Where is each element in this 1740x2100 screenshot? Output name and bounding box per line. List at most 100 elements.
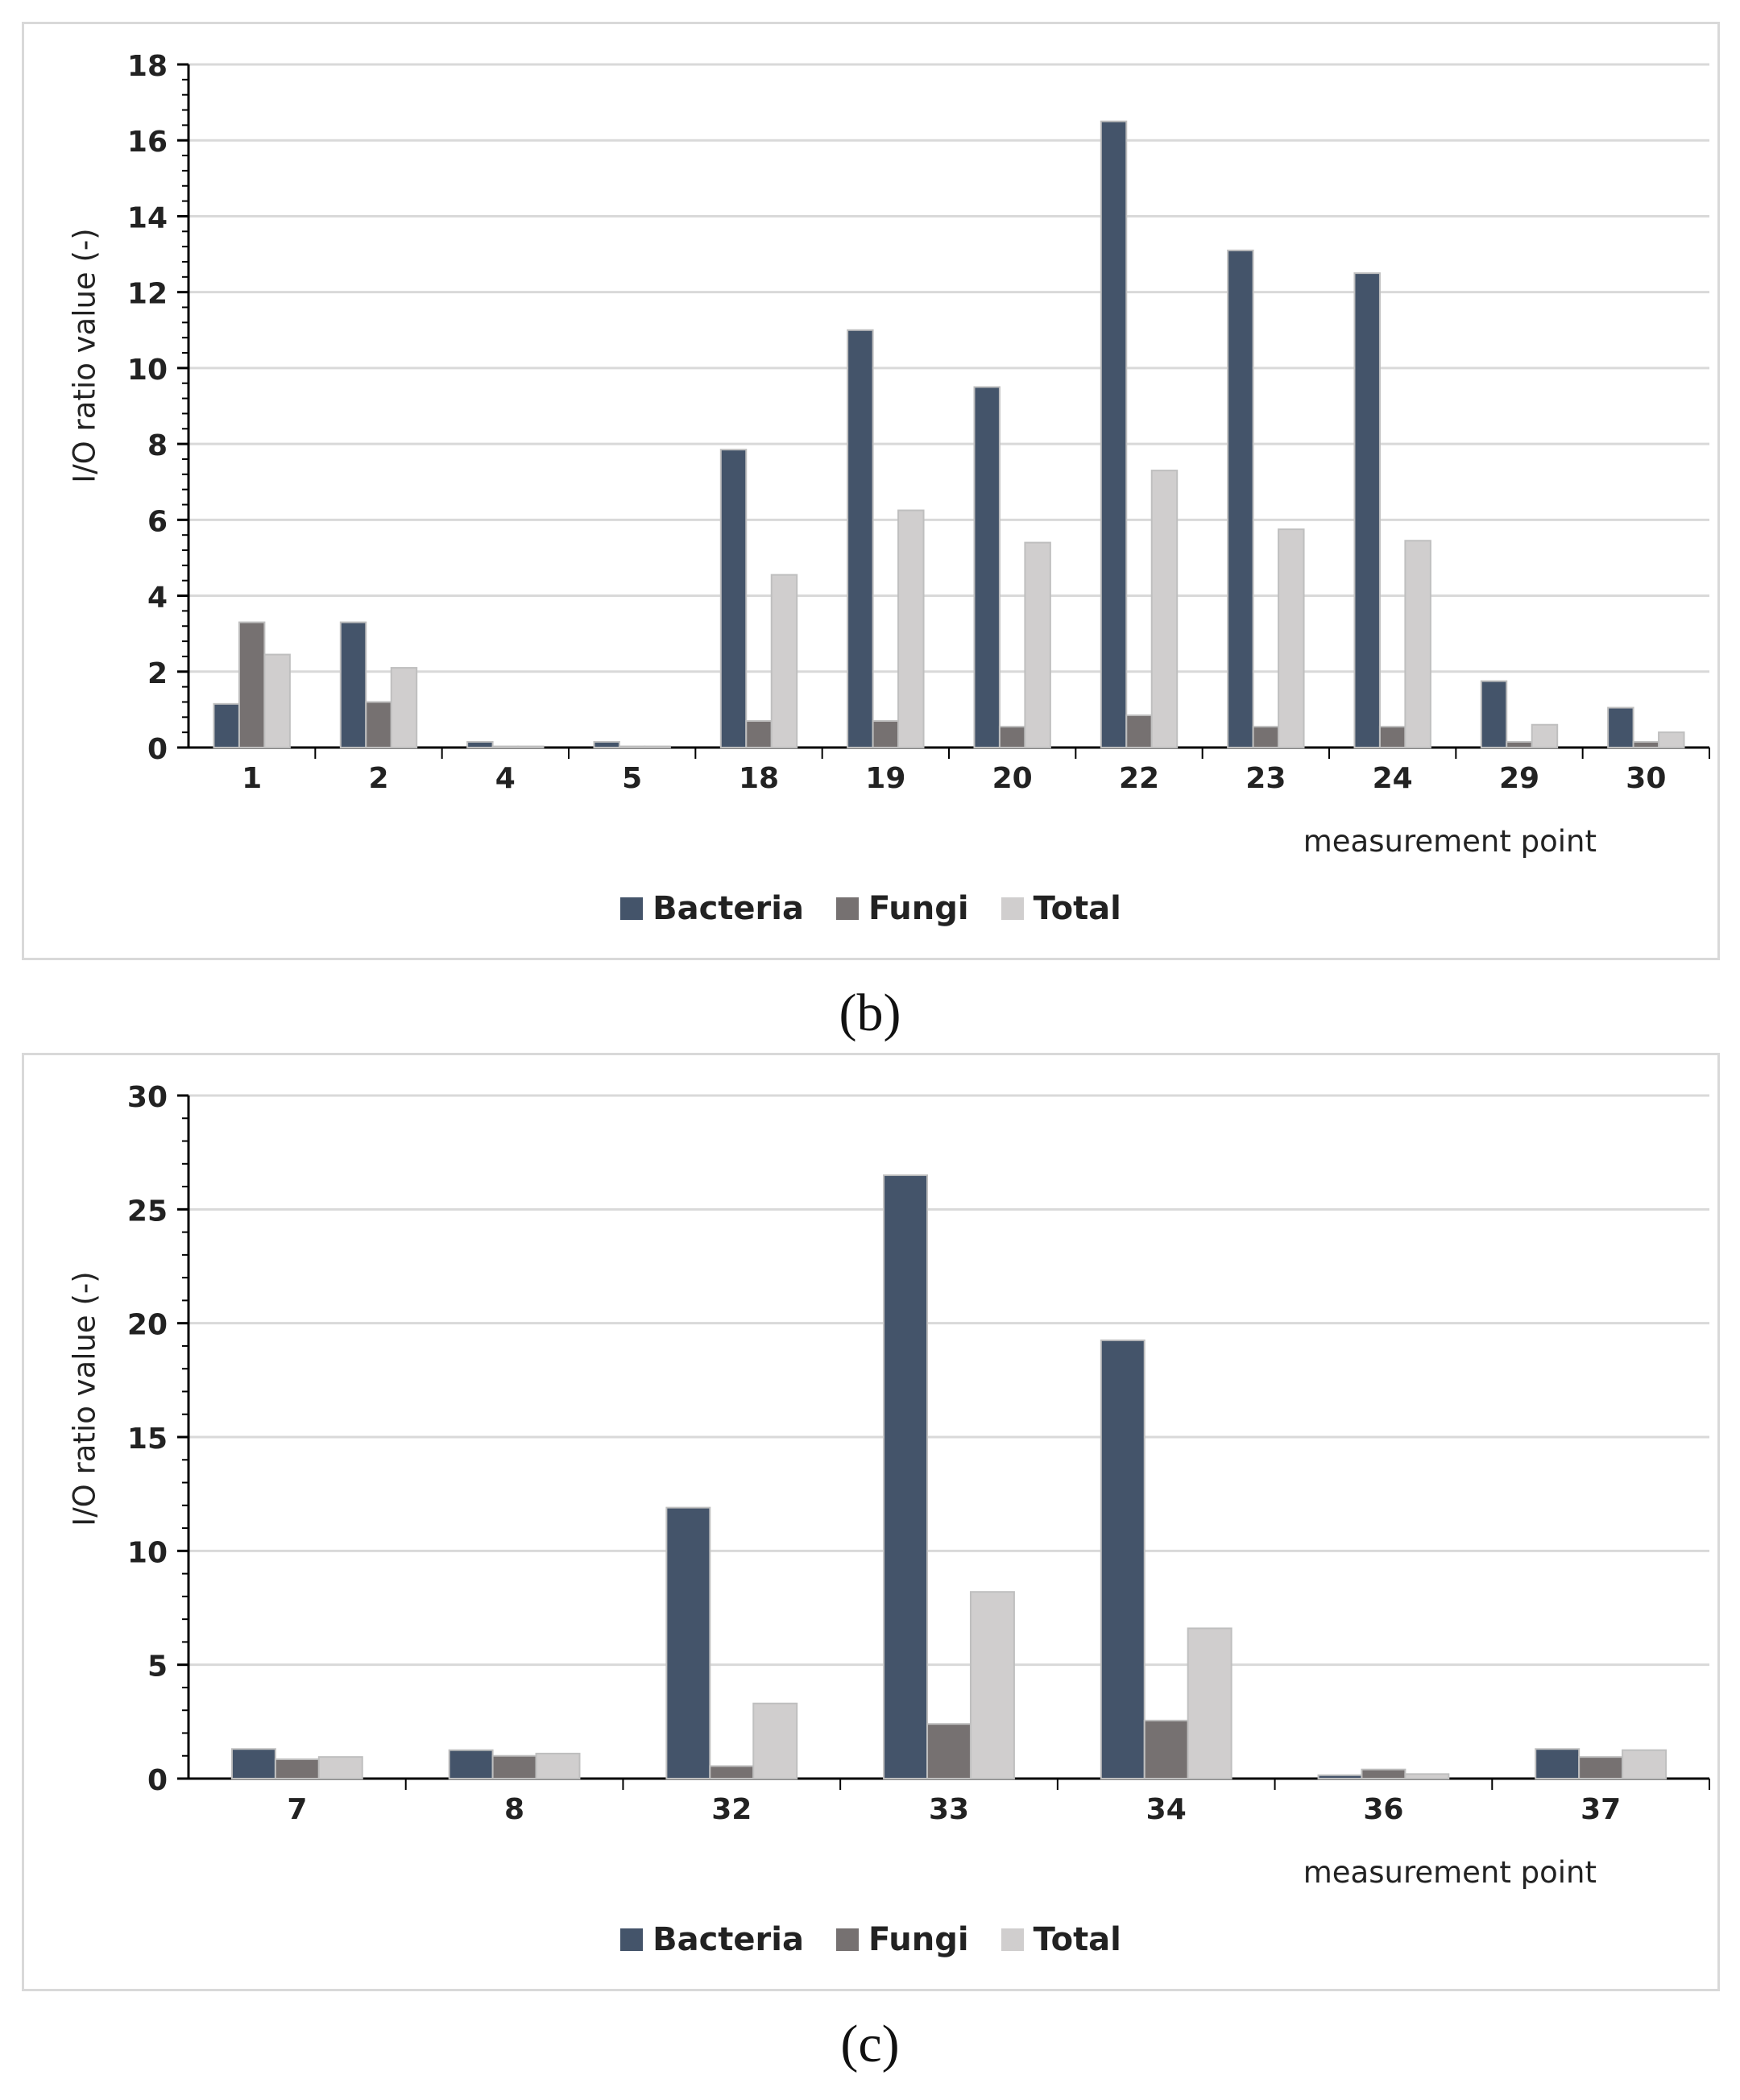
x-tick-label-c: 34 xyxy=(1146,1793,1187,1826)
bar-fungi-1 xyxy=(238,621,266,748)
x-axis-label-b: measurement point xyxy=(1303,824,1597,859)
bar-total-23 xyxy=(1278,528,1305,748)
x-tick-label-c: 37 xyxy=(1580,1793,1621,1826)
bar-bacteria-20 xyxy=(973,386,1000,748)
bar-fungi-37 xyxy=(1578,1756,1624,1779)
legend-item-fungi: Fungi xyxy=(835,890,969,927)
legend-item-total: Total xyxy=(1000,890,1121,927)
x-tick-label-c: 36 xyxy=(1363,1793,1403,1826)
y-axis-label-c: I/O ratio value (-) xyxy=(67,1271,102,1526)
bar-fungi-4 xyxy=(491,745,520,749)
legend-item-total: Total xyxy=(1000,1921,1121,1958)
x-tick-label-c: 33 xyxy=(929,1793,969,1826)
bar-total-2 xyxy=(390,667,418,748)
y-tick-label-b: 16 xyxy=(127,126,168,159)
bar-bacteria-36 xyxy=(1317,1774,1363,1780)
bar-fungi-8 xyxy=(491,1754,537,1780)
x-tick-label-b: 5 xyxy=(622,762,642,795)
bar-bacteria-8 xyxy=(448,1749,494,1780)
bar-bacteria-19 xyxy=(847,329,874,748)
bar-fungi-5 xyxy=(618,745,646,749)
bar-total-24 xyxy=(1404,540,1431,748)
bar-total-4 xyxy=(517,745,545,749)
y-tick-label-c: 15 xyxy=(127,1423,168,1456)
bar-total-33 xyxy=(969,1591,1015,1779)
bar-bacteria-29 xyxy=(1480,680,1508,748)
bar-fungi-30 xyxy=(1632,740,1660,749)
bar-fungi-19 xyxy=(872,720,900,748)
x-tick-label-b: 20 xyxy=(992,762,1033,795)
bar-total-20 xyxy=(1024,541,1051,748)
bar-bacteria-5 xyxy=(593,740,620,749)
chart-panel-b: 0 2 4 6 8 10 12 14 16 18 1 2 4 5 18 19 20 22 23 24 29 30 I/O … xyxy=(22,22,1720,960)
bar-bacteria-34 xyxy=(1100,1339,1146,1780)
bar-fungi-22 xyxy=(1125,714,1153,749)
x-tick-label-b: 1 xyxy=(242,762,262,795)
legend-label-bacteria: Bacteria xyxy=(652,1921,804,1958)
legend-b: Bacteria Fungi Total xyxy=(24,890,1717,927)
bar-total-37 xyxy=(1622,1749,1668,1780)
bar-fungi-34 xyxy=(1143,1719,1189,1779)
x-tick-label-b: 22 xyxy=(1119,762,1159,795)
panel-label-c: (c) xyxy=(840,2015,900,2073)
legend-label-total: Total xyxy=(1033,1921,1121,1958)
panel-label-b: (b) xyxy=(839,984,901,1042)
legend-label-bacteria: Bacteria xyxy=(652,890,804,927)
y-tick-label-b: 18 xyxy=(127,50,168,83)
bar-bacteria-1 xyxy=(213,702,240,748)
bar-bacteria-23 xyxy=(1227,249,1254,749)
y-tick-label-b: 12 xyxy=(127,278,168,311)
y-tick-label-b: 0 xyxy=(147,733,168,766)
bar-total-18 xyxy=(770,574,798,749)
bar-fungi-23 xyxy=(1252,726,1280,748)
x-axis-label-c: measurement point xyxy=(1303,1855,1597,1890)
y-tick-label-b: 2 xyxy=(147,657,168,690)
chart-panel-c: 0 5 10 15 20 25 30 7 8 32 33 34 36 37 I/O ratio value… xyxy=(22,1053,1720,1991)
y-tick-label-b: 6 xyxy=(147,505,168,538)
bar-total-1 xyxy=(263,653,291,748)
bar-total-29 xyxy=(1531,723,1559,749)
bar-fungi-18 xyxy=(745,720,773,748)
legend-swatch-total xyxy=(1000,897,1024,920)
bar-total-22 xyxy=(1150,470,1179,748)
legend-c: Bacteria Fungi Total xyxy=(24,1921,1717,1958)
bar-fungi-2 xyxy=(365,701,392,749)
y-tick-label-c: 5 xyxy=(147,1651,168,1684)
bar-bacteria-33 xyxy=(883,1174,929,1779)
legend-swatch-fungi xyxy=(835,1928,859,1951)
bar-total-8 xyxy=(535,1752,581,1780)
bar-bacteria-22 xyxy=(1100,120,1128,748)
x-tick-label-b: 2 xyxy=(368,762,388,795)
bar-total-32 xyxy=(752,1702,798,1779)
x-tick-label-c: 32 xyxy=(711,1793,752,1826)
legend-swatch-bacteria xyxy=(620,897,644,920)
x-tick-label-b: 29 xyxy=(1499,762,1539,795)
y-tick-label-b: 10 xyxy=(127,354,168,387)
legend-label-total: Total xyxy=(1033,890,1121,927)
bar-chart-c: 0 5 10 15 20 25 30 7 8 32 33 34 36 37 xyxy=(127,1081,1710,1826)
bar-fungi-7 xyxy=(274,1758,320,1779)
bar-fungi-20 xyxy=(998,726,1026,748)
bar-bacteria-24 xyxy=(1353,272,1381,749)
y-tick-label-c: 30 xyxy=(127,1081,168,1114)
bar-fungi-32 xyxy=(709,1765,755,1779)
bar-bacteria-30 xyxy=(1607,706,1634,748)
x-tick-label-b: 23 xyxy=(1245,762,1286,795)
legend-item-bacteria: Bacteria xyxy=(620,890,804,927)
x-tick-label-b: 30 xyxy=(1626,762,1666,795)
x-tick-label-c: 8 xyxy=(504,1793,524,1826)
bar-fungi-33 xyxy=(926,1723,972,1779)
x-tick-label-b: 24 xyxy=(1373,762,1413,795)
legend-swatch-total xyxy=(1000,1928,1024,1951)
y-tick-label-b: 8 xyxy=(147,429,168,462)
bar-total-5 xyxy=(644,745,671,749)
bar-bacteria-18 xyxy=(719,449,748,749)
bar-total-30 xyxy=(1658,731,1685,749)
y-tick-label-c: 0 xyxy=(147,1764,168,1797)
bar-bacteria-37 xyxy=(1535,1748,1580,1780)
bar-total-36 xyxy=(1404,1773,1450,1780)
legend-label-fungi: Fungi xyxy=(868,890,969,927)
y-axis-label-b: I/O ratio value (-) xyxy=(67,228,102,483)
bar-fungi-24 xyxy=(1378,726,1406,748)
